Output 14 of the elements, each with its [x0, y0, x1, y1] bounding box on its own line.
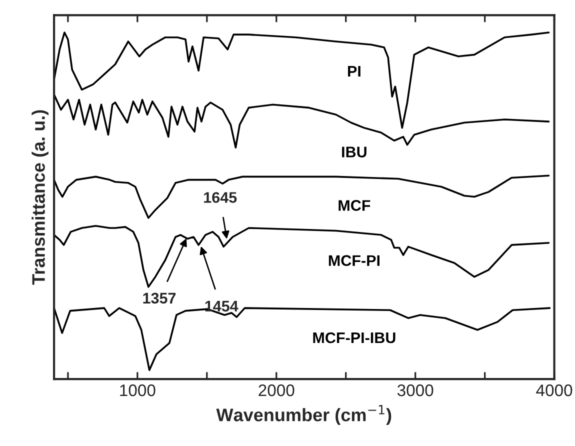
annotation: 1645	[204, 192, 237, 203]
annotation: 1454	[205, 300, 238, 312]
y-axis-title: Transmittance (a. u.)	[32, 110, 48, 285]
series-label: MCF-PI	[328, 255, 380, 266]
annotation: 1357	[143, 292, 176, 304]
x-tick-label: 4000	[536, 384, 572, 396]
x-tick-label: 1000	[120, 384, 156, 396]
x-tick-label: 2000	[258, 384, 294, 396]
x-tick-label: 3000	[397, 384, 434, 396]
series-label: MCF-PI-IBU	[313, 332, 396, 344]
series-label: PI	[348, 66, 360, 77]
x-axis-title: Wavenumber (cm$^{−1}$)	[216, 405, 392, 425]
series-label: IBU	[342, 146, 366, 158]
series-label: MCF	[338, 200, 370, 211]
